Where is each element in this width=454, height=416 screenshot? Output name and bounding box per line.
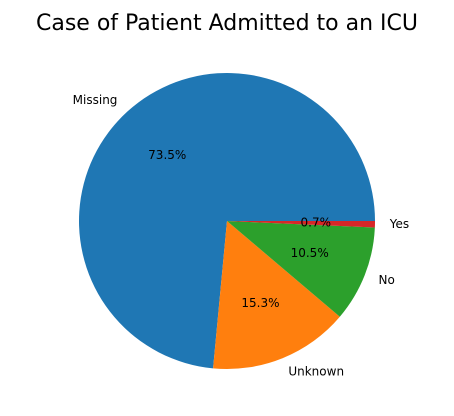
slice-label-no: No [379, 273, 395, 287]
chart-title: Case of Patient Admitted to an ICU [36, 11, 418, 36]
slice-labels: Missing Unknown No Yes [73, 93, 409, 378]
pie-slice-no [227, 221, 375, 317]
percent-label-unknown: 15.3% [241, 296, 279, 310]
slice-label-unknown: Unknown [288, 364, 344, 378]
pie-slice-missing [79, 72, 375, 369]
percent-label-yes: 0.7% [301, 215, 332, 229]
percent-label-no: 10.5% [291, 246, 329, 260]
slice-label-missing: Missing [73, 93, 118, 107]
pie-slice-unknown [213, 221, 340, 369]
pie-slices [79, 72, 375, 369]
percent-label-missing: 73.5% [148, 148, 186, 162]
pie-slice-yes [227, 221, 375, 228]
percent-labels: 73.5% 15.3% 10.5% 0.7% [148, 148, 331, 310]
slice-label-yes: Yes [389, 217, 409, 231]
